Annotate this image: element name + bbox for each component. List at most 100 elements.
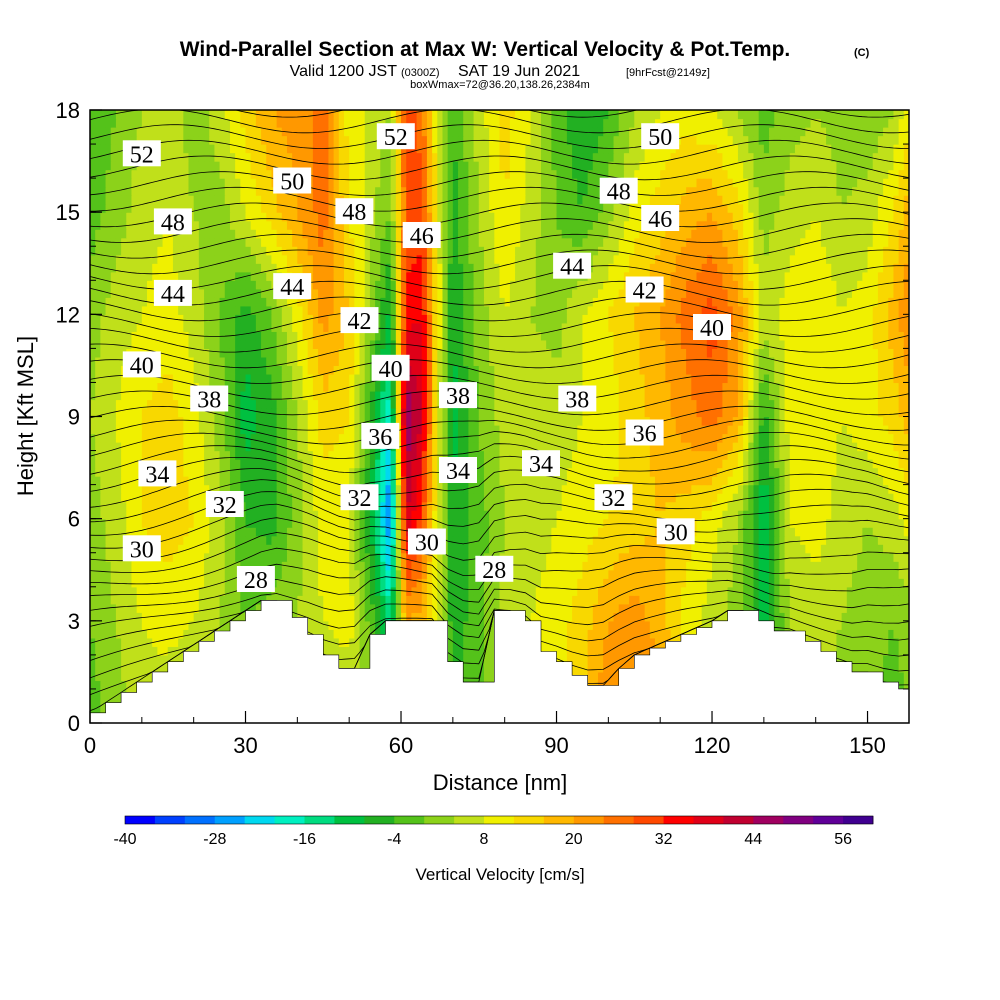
heatmap-cell (805, 561, 812, 571)
heatmap-cell (473, 493, 480, 503)
heatmap-cell (810, 586, 817, 596)
heatmap-cell (359, 535, 366, 545)
heatmap-cell (292, 484, 298, 494)
heatmap-cell (437, 484, 444, 494)
heatmap-cell (121, 680, 127, 690)
heatmap-cell (198, 493, 205, 503)
heatmap-cell (473, 544, 480, 554)
heatmap-cell (737, 552, 744, 562)
heatmap-cell (732, 535, 739, 545)
heatmap-cell (401, 467, 407, 477)
heatmap-cell (95, 561, 101, 571)
heatmap-cell (857, 459, 863, 469)
heatmap-cell (115, 527, 122, 537)
heatmap-cell (867, 620, 874, 630)
heatmap-cell (240, 544, 247, 554)
heatmap-cell (831, 527, 838, 537)
heatmap-cell (141, 595, 148, 605)
heatmap-cell (380, 612, 387, 622)
heatmap-cell (349, 637, 355, 647)
heatmap-cell (779, 595, 786, 605)
heatmap-cell (644, 620, 651, 630)
heatmap-cell (328, 476, 335, 486)
heatmap-cell (421, 569, 428, 579)
heatmap-cell (836, 603, 843, 613)
heatmap-cell (452, 595, 459, 605)
heatmap-cell (250, 459, 257, 469)
heatmap-cell (115, 697, 122, 707)
heatmap-cell (727, 561, 734, 571)
heatmap-cell (846, 637, 853, 647)
heatmap-cell (872, 552, 879, 562)
heatmap-cell (147, 527, 153, 537)
heatmap-cell (712, 535, 718, 545)
heatmap-cell (701, 569, 708, 579)
heatmap-cell (727, 459, 734, 469)
subtitle-date: SAT 19 Jun 2021 (458, 63, 580, 80)
heatmap-cell (727, 476, 734, 486)
heatmap-cell (90, 484, 96, 494)
heatmap-cell (90, 646, 96, 656)
heatmap-cell (312, 595, 319, 605)
heatmap-cell (115, 544, 122, 554)
heatmap-cell (727, 501, 734, 511)
heatmap-cell (592, 586, 599, 596)
heatmap-cell (701, 603, 708, 613)
heatmap-cell (691, 578, 698, 588)
heatmap-cell (178, 595, 184, 605)
heatmap-cell (349, 476, 355, 486)
heatmap-cell (530, 518, 537, 528)
heatmap-cell (395, 484, 402, 494)
heatmap-cell (442, 552, 449, 562)
heatmap-cell (442, 484, 449, 494)
heatmap-cell (546, 569, 552, 579)
heatmap-cell (483, 510, 490, 520)
heatmap-cell (489, 654, 495, 664)
heatmap-cell (743, 595, 749, 605)
heatmap-cell (204, 518, 210, 528)
heatmap-cell (494, 501, 501, 511)
heatmap-cell (883, 578, 889, 588)
heatmap-cell (338, 450, 345, 460)
heatmap-cell (406, 450, 412, 460)
heatmap-cell (727, 595, 734, 605)
heatmap-cell (748, 535, 755, 545)
heatmap-cell (841, 595, 848, 605)
heatmap-cell (561, 476, 568, 486)
heatmap-cell (613, 476, 620, 486)
heatmap-cell (805, 476, 812, 486)
heatmap-cell (489, 501, 495, 511)
heatmap-cell (582, 620, 589, 630)
heatmap-cell (504, 459, 511, 469)
heatmap-cell (851, 561, 858, 571)
heatmap-cell (561, 620, 568, 630)
heatmap-cell (577, 535, 584, 545)
heatmap-cell (660, 569, 666, 579)
heatmap-cell (141, 493, 148, 503)
heatmap-cell (100, 527, 107, 537)
heatmap-cell (401, 595, 407, 605)
heatmap-cell (623, 637, 630, 647)
heatmap-cell (660, 484, 666, 494)
heatmap-cell (468, 620, 475, 630)
heatmap-cell (297, 493, 304, 503)
heatmap-cell (737, 595, 744, 605)
heatmap-cell (769, 578, 775, 588)
heatmap-cell (369, 459, 376, 469)
heatmap-cell (338, 569, 345, 579)
heatmap-cell (250, 561, 257, 571)
heatmap-cell (546, 586, 552, 596)
heatmap-cell (608, 510, 615, 520)
heatmap-cell (250, 493, 257, 503)
heatmap-cell (489, 467, 495, 477)
heatmap-cell (743, 569, 749, 579)
heatmap-cell (789, 459, 796, 469)
heatmap-cell (743, 544, 749, 554)
heatmap-cell (686, 467, 692, 477)
heatmap-cell (530, 510, 537, 520)
heatmap-cell (292, 518, 298, 528)
heatmap-cell (458, 450, 464, 460)
heatmap-cell (546, 518, 552, 528)
heatmap-cell (717, 510, 723, 520)
heatmap-cell (566, 493, 573, 503)
